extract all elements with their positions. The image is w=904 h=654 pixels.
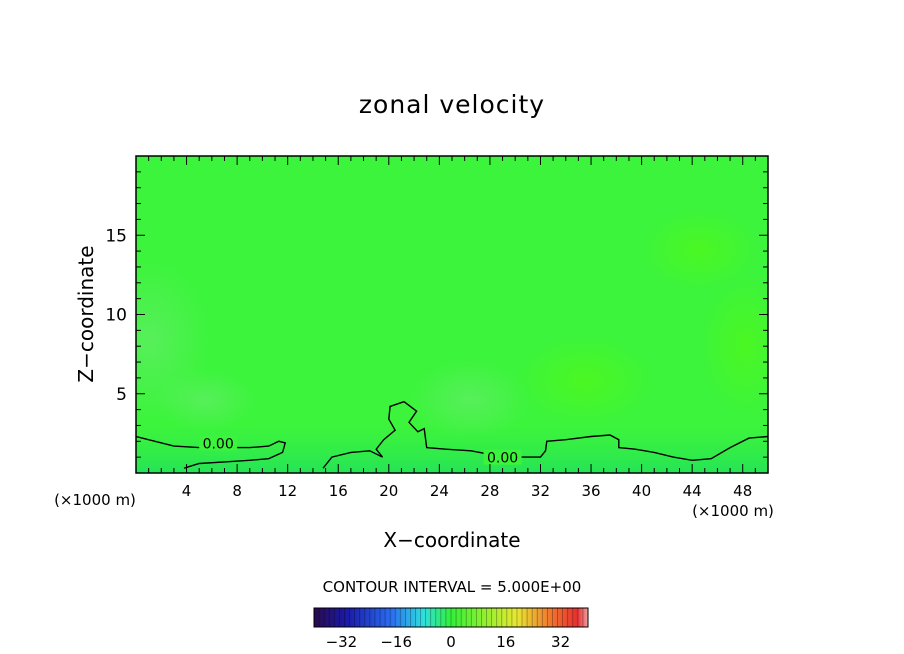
contour-label-bg — [199, 435, 238, 451]
colorbar-tick-label: 0 — [446, 633, 456, 651]
contour-interval-label: CONTOUR INTERVAL = 5.000E+00 — [323, 578, 582, 596]
x-axis-label: X−coordinate — [383, 528, 520, 552]
contour-label: 0.00 — [487, 451, 518, 467]
y-axis: 5 10 15 — [105, 171, 768, 458]
y-tick-label: 10 — [105, 306, 127, 326]
x-tick-label: 48 — [733, 482, 752, 500]
field-patch-right-bright — [515, 335, 655, 425]
colorbar-tick-label: −32 — [326, 633, 358, 651]
zero-contour-line — [136, 435, 287, 469]
x-tick-label: 20 — [379, 482, 398, 500]
x-tick-label: 16 — [329, 482, 348, 500]
plot-area: 0.00 0.00 — [136, 156, 768, 473]
x-tick-label: 8 — [232, 482, 242, 500]
field-patch-center-left — [155, 370, 255, 430]
colorbar-tick-label: −16 — [380, 633, 412, 651]
colorbar: −32 −16 0 16 32 — [313, 607, 589, 651]
x-tick-label: 40 — [632, 482, 651, 500]
x-tick-label: 24 — [430, 482, 449, 500]
colorbar-tick-label: 16 — [496, 633, 515, 651]
x-tick-label: 12 — [278, 482, 297, 500]
colorbar-frame — [313, 607, 589, 628]
x-tick-label: 28 — [480, 482, 499, 500]
colorbar-strip — [314, 608, 588, 627]
x-tick-label: 44 — [683, 482, 702, 500]
y-tick-label: 5 — [116, 385, 127, 405]
contour-label-bg — [483, 449, 522, 465]
x-tick-label: 32 — [531, 482, 550, 500]
x-tick-label: 36 — [581, 482, 600, 500]
field-patch-upper-right — [640, 210, 760, 290]
field-patch-center — [410, 360, 530, 440]
x-units-left: (×1000 m) — [54, 491, 136, 509]
y-tick-label: 15 — [105, 226, 127, 246]
x-axis: 4 8 12 16 20 24 28 32 36 40 44 48 — [148, 156, 756, 500]
x-units-right: (×1000 m) — [692, 502, 774, 520]
x-tick-label: 4 — [182, 482, 192, 500]
y-axis-label: Z−coordinate — [74, 245, 98, 382]
contour-label: 0.00 — [203, 436, 234, 452]
zero-contours: 0.00 0.00 — [136, 400, 768, 469]
field-patch-far-right — [700, 275, 768, 415]
chart-title: zonal velocity — [359, 90, 545, 119]
colorbar-tick-label: 32 — [551, 633, 570, 651]
